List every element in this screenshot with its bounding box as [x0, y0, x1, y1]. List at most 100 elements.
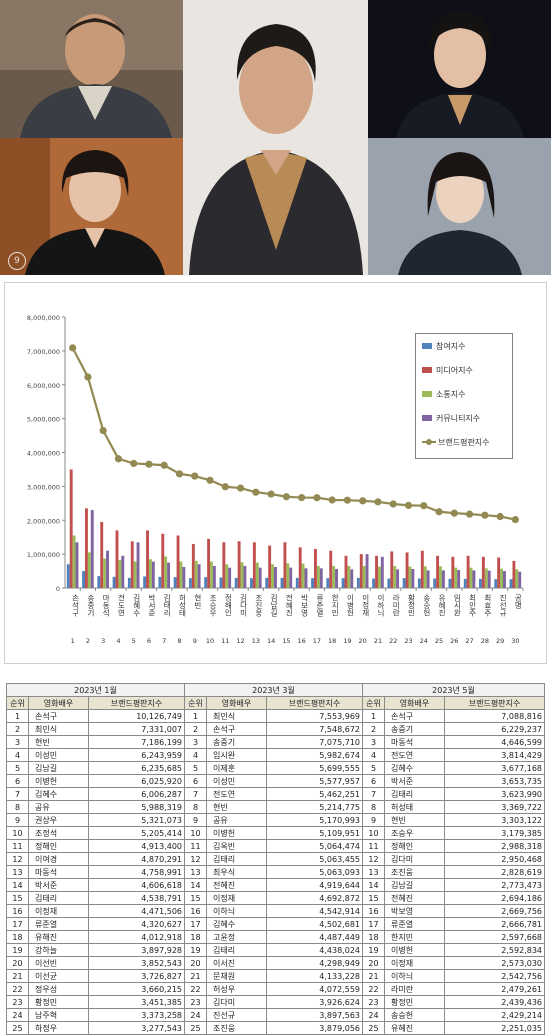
bar-3-cat-8: [179, 561, 183, 588]
table-cell-rank: 17: [184, 917, 207, 931]
brand-index-point-27: [465, 510, 474, 518]
bar-2-cat-10: [207, 538, 211, 588]
table-cell-actor: 김다미: [384, 852, 445, 866]
table-cell-index: 2,573,030: [444, 956, 545, 970]
bar-1-cat-22: [387, 578, 391, 588]
table-cell-rank: 22: [362, 982, 385, 996]
bar-2-cat-24: [420, 550, 424, 588]
table-row: 2 최민식 7,331,007 2 손석구 7,548,672 2 송중기 6,229,237: [6, 722, 545, 736]
table-cell-actor: 전도연: [206, 787, 267, 801]
legend-label: 참여지수: [436, 341, 466, 351]
bar-1-cat-8: [173, 577, 177, 588]
table-cell-actor: 마동석: [28, 865, 89, 879]
table-cell-actor: 김태리: [384, 787, 445, 801]
table-row: 21 이선균 3,726,827 21 문채원 4,133,228 21 이하늬 2,542,7…: [6, 969, 545, 983]
x-category-number: 16: [297, 637, 305, 645]
bar-4-cat-24: [426, 570, 430, 588]
bar-3-cat-26: [454, 567, 458, 588]
bar-1-cat-19: [341, 578, 345, 588]
table-cell-actor: 마동석: [384, 735, 445, 749]
bar-1-cat-18: [326, 578, 330, 588]
table-cell-actor: 전혜진: [384, 891, 445, 905]
table-cell-rank: 24: [184, 1008, 207, 1022]
table-body: 2023년 1월 2023년 3월 2023년 5월 순위 영화배우 브랜드평판…: [6, 683, 545, 1035]
bar-4-cat-16: [304, 568, 308, 588]
bar-2-cat-25: [436, 555, 440, 588]
bar-3-cat-14: [271, 564, 274, 588]
table-cell-actor: 김태리: [206, 943, 267, 957]
x-category-label: 손석구: [71, 594, 80, 618]
table-cell-rank: 20: [6, 956, 29, 970]
table-cell-actor: 고윤정: [206, 930, 267, 944]
legend-swatch: [422, 391, 432, 397]
table-cell-index: 10,126,749: [88, 709, 185, 723]
table-cell-rank: 5: [184, 761, 207, 775]
bar-4-cat-13: [258, 567, 262, 588]
bar-2-cat-21: [375, 555, 378, 588]
bar-4-cat-28: [487, 570, 491, 588]
table-cell-rank: 1: [6, 709, 29, 723]
bar-1-cat-20: [356, 577, 360, 588]
table-cell-rank: 14: [184, 878, 207, 892]
table-cell-index: 2,773,473: [444, 878, 545, 892]
bar-4-cat-1: [75, 542, 79, 588]
table-cell-index: 3,897,928: [88, 943, 185, 957]
table-cell-index: 3,653,735: [444, 774, 545, 788]
photo-top-left-man: [0, 0, 183, 138]
table-cell-actor: 김태리: [28, 891, 89, 905]
x-category-label: 송중기: [86, 594, 95, 618]
table-cell-rank: 11: [184, 839, 207, 853]
bar-1-cat-7: [158, 576, 162, 588]
bar-4-cat-23: [411, 569, 415, 588]
table-cell-index: 5,109,951: [266, 826, 363, 840]
table-row: 15 김태리 4,538,791 15 이정재 4,692,872 15 전혜진 2,694,1…: [6, 891, 545, 905]
table-cell-index: 7,553,969: [266, 709, 363, 723]
table-cell-rank: 21: [362, 969, 385, 983]
table-cell-actor: 김남길: [384, 878, 445, 892]
x-category-label: 이병헌: [346, 593, 355, 617]
table-cell-index: 3,373,258: [88, 1008, 185, 1022]
bar-2-cat-18: [329, 550, 333, 588]
bar-3-cat-29: [500, 568, 503, 588]
photo-bottom-left-woman: [0, 138, 183, 275]
bar-4-cat-15: [289, 567, 293, 588]
brand-index-point-19: [343, 496, 352, 504]
table-cell-index: 7,186,199: [88, 735, 185, 749]
table-cell-index: 5,321,073: [88, 813, 185, 827]
x-category-label: 정해인: [224, 593, 233, 617]
table-cell-actor: 황정민: [28, 995, 89, 1009]
table-cell-rank: 8: [184, 800, 207, 814]
bar-2-cat-15: [283, 542, 287, 588]
bar-2-cat-11: [222, 542, 226, 588]
bar-1-cat-2: [82, 571, 85, 588]
table-cell-actor: 이성민: [28, 748, 89, 762]
x-category-number: 13: [252, 637, 260, 645]
table-cell-rank: 16: [6, 904, 29, 918]
x-category-label: 김태리: [163, 593, 172, 618]
table-cell-actor: 손석구: [384, 709, 445, 723]
column-header-rank: 순위: [6, 696, 29, 710]
column-header-rank: 순위: [362, 696, 385, 710]
table-cell-index: 2,542,756: [444, 969, 545, 983]
table-row: 6 이병헌 6,025,920 6 이성민 5,577,957 6 박서준 3,653,735: [6, 774, 545, 788]
table-cell-actor: 공유: [206, 813, 267, 827]
x-category-number: 1: [71, 637, 75, 645]
x-category-number: 15: [282, 637, 290, 645]
table-cell-index: 5,205,414: [88, 826, 185, 840]
x-category-label: 전혜진: [285, 593, 294, 617]
legend-item: 참여지수: [416, 334, 512, 358]
table-cell-actor: 조승우: [384, 826, 445, 840]
table-cell-rank: 4: [362, 748, 385, 762]
table-cell-rank: 9: [6, 813, 29, 827]
table-cell-rank: 5: [362, 761, 385, 775]
bar-3-cat-19: [347, 565, 351, 588]
column-header-actor: 영화배우: [206, 696, 267, 710]
table-cell-index: 4,487,449: [266, 930, 363, 944]
table-cell-rank: 7: [362, 787, 385, 801]
bar-2-cat-30: [512, 560, 516, 588]
table-cell-index: 2,597,668: [444, 930, 545, 944]
table-cell-rank: 18: [6, 930, 29, 944]
x-category-label: 라미란: [392, 594, 401, 617]
table-cell-index: 4,646,599: [444, 735, 545, 749]
table-row: 9 권상우 5,321,073 9 공유 5,170,993 9 현빈 3,303,122: [6, 813, 545, 827]
